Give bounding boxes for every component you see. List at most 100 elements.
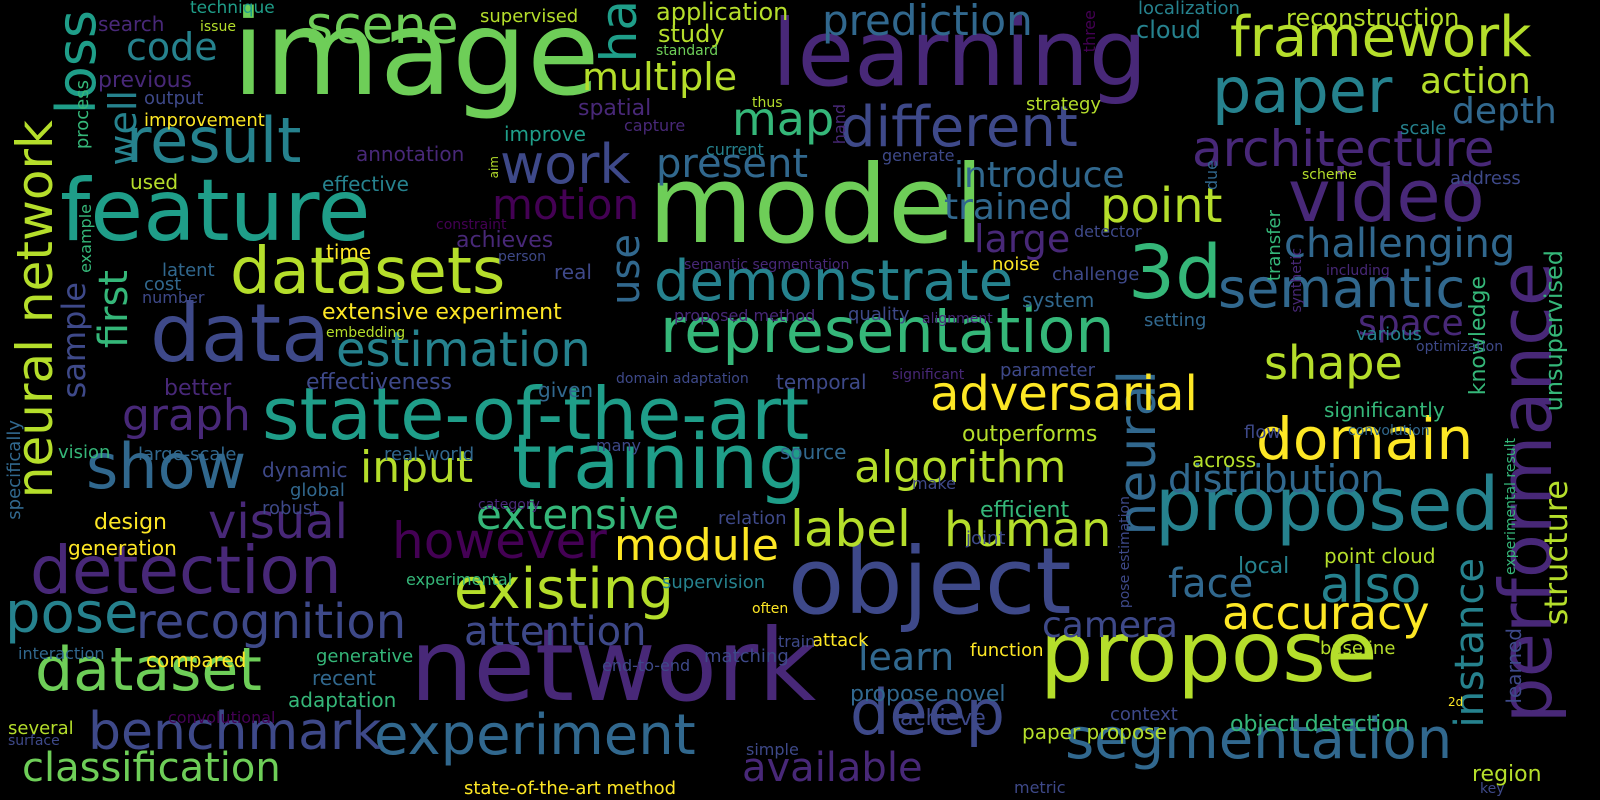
- word-relation: relation: [718, 508, 787, 529]
- word-also: also: [1320, 556, 1422, 614]
- word-knowledge: knowledge: [1466, 276, 1491, 396]
- word-surface: surface: [8, 733, 60, 749]
- word-datasets: datasets: [230, 235, 506, 309]
- word-alignment: alignment: [922, 311, 993, 327]
- word-challenge: challenge: [1052, 264, 1140, 285]
- word-key: key: [1480, 781, 1505, 797]
- word-category: category: [478, 497, 540, 513]
- word-attention: attention: [464, 609, 647, 655]
- word-achieve: achieve: [900, 706, 986, 731]
- word-image: image: [232, 0, 600, 122]
- word-module: module: [614, 520, 779, 571]
- word-map: map: [732, 92, 835, 146]
- word-shape: shape: [1264, 336, 1403, 390]
- word-graph: graph: [122, 390, 251, 441]
- word-make: make: [912, 474, 956, 493]
- word-model: model: [648, 143, 985, 268]
- word-object: object: [788, 528, 1072, 635]
- word-present: present: [656, 141, 809, 187]
- word-pose: pose: [5, 581, 139, 646]
- word-proposed: proposed: [1155, 462, 1500, 548]
- word-experimental-result: experimental result: [1503, 438, 1519, 575]
- word-learn: learn: [858, 635, 955, 679]
- word-first: first: [91, 270, 137, 349]
- word-motion: motion: [492, 180, 640, 229]
- word-large: large: [974, 217, 1071, 261]
- word-classification: classification: [22, 745, 281, 791]
- word-generate: generate: [882, 146, 955, 165]
- word-deep: deep: [850, 676, 1005, 749]
- word-introduce: introduce: [954, 155, 1125, 196]
- word-annotation: annotation: [356, 142, 465, 166]
- word-achieves: achieves: [456, 228, 554, 253]
- word-work: work: [500, 133, 631, 196]
- word-real: real: [554, 260, 592, 284]
- word-representation: representation: [660, 294, 1115, 367]
- word-interaction: interaction: [18, 644, 105, 663]
- word-technique: technique: [190, 0, 275, 18]
- word-2d: 2d: [1448, 695, 1464, 709]
- word-simple: simple: [746, 740, 799, 759]
- word-previous: previous: [98, 68, 193, 93]
- word-metric: metric: [1014, 778, 1066, 797]
- word-joint: joint: [966, 528, 1006, 549]
- word-local: local: [1238, 554, 1290, 579]
- word-latent: latent: [162, 260, 215, 281]
- word-attack: attack: [812, 630, 869, 651]
- word-propose-novel: propose novel: [850, 682, 1006, 707]
- word-application: application: [656, 0, 789, 26]
- word-improve: improve: [504, 122, 586, 146]
- word-across: across: [1192, 448, 1257, 472]
- word-recognition: recognition: [136, 594, 407, 650]
- word-learning: learning: [772, 0, 1148, 107]
- word-constraint: constraint: [436, 217, 507, 233]
- word-input: input: [360, 442, 474, 493]
- word-flow: flow: [1244, 422, 1282, 443]
- word-well: well: [101, 90, 145, 166]
- word-convolutional: convolutional: [168, 708, 276, 727]
- word-improvement: improvement: [144, 110, 265, 131]
- word-state-of-the-art: state-of-the-art: [262, 372, 810, 456]
- word-generative: generative: [316, 646, 414, 667]
- word-structure: structure: [1537, 480, 1575, 626]
- word-sample: sample: [55, 282, 93, 399]
- word-example: example: [76, 204, 95, 273]
- word-use: use: [603, 234, 649, 305]
- word-network: network: [410, 607, 817, 724]
- word-spatial: spatial: [578, 96, 652, 121]
- word-training: training: [512, 417, 807, 506]
- word-however: however: [392, 512, 607, 570]
- word-quality: quality: [848, 304, 910, 325]
- word-experimental: experimental: [406, 570, 513, 589]
- word-code: code: [126, 25, 218, 69]
- word-algorithm: algorithm: [854, 442, 1067, 493]
- word-generation: generation: [68, 536, 177, 560]
- word-specifically: specifically: [4, 420, 25, 520]
- word-domain-adaptation: domain adaptation: [616, 371, 749, 387]
- word-person: person: [498, 249, 546, 265]
- word-study: study: [658, 20, 725, 48]
- word-supervised: supervised: [480, 6, 579, 27]
- word-scale: scale: [1400, 118, 1447, 139]
- word-cloud: cloud: [1136, 16, 1201, 44]
- word-reconstruction: reconstruction: [1286, 4, 1460, 32]
- word-various: various: [1356, 324, 1422, 345]
- word-time: time: [326, 240, 372, 264]
- word-face: face: [1168, 561, 1254, 607]
- word-accuracy: accuracy: [1222, 586, 1430, 640]
- word-capture: capture: [624, 116, 686, 135]
- word-region: region: [1472, 762, 1542, 787]
- word-extensive-experiment: extensive experiment: [322, 300, 562, 325]
- word-prediction: prediction: [822, 0, 1033, 45]
- word-dynamic: dynamic: [262, 458, 348, 482]
- word-current: current: [706, 140, 764, 159]
- word-ha: ha: [590, 0, 648, 63]
- word-optimization: optimization: [1416, 339, 1504, 355]
- word-function: function: [970, 640, 1044, 661]
- word-extensive: extensive: [476, 490, 680, 539]
- word-output: output: [144, 88, 204, 109]
- word-hand: hand: [830, 104, 849, 145]
- word-state-of-the-art-method: state-of-the-art method: [464, 778, 677, 799]
- word-compared: compared: [146, 648, 247, 672]
